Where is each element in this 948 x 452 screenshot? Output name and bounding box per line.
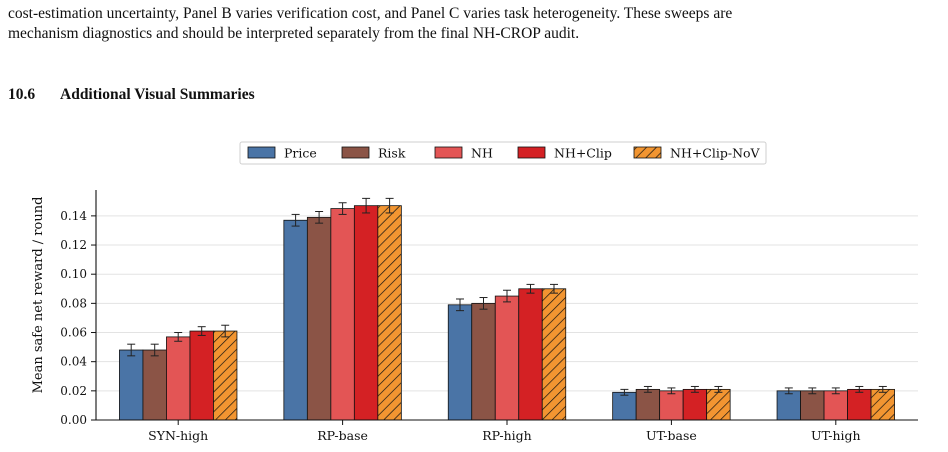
bar	[189, 330, 214, 421]
section-title: Additional Visual Summaries	[60, 86, 255, 103]
y-tick-label: 0.08	[60, 296, 87, 310]
intro-line: cost-estimation uncertainty, Panel B var…	[8, 5, 733, 22]
y-tick-label: 0.12	[60, 238, 87, 252]
legend-swatch-hatch	[634, 147, 661, 158]
bar	[447, 304, 473, 421]
bar	[518, 288, 543, 421]
bar	[776, 390, 801, 421]
legend-label: NH+Clip-NoV	[670, 146, 761, 161]
bar	[659, 390, 684, 421]
bar	[306, 216, 332, 421]
legend-label: NH+Clip	[554, 146, 612, 161]
bar	[119, 349, 144, 421]
legend-label: Risk	[378, 146, 406, 161]
bar-series	[119, 197, 895, 421]
bar	[283, 219, 308, 421]
y-tick-label: 0.06	[60, 326, 87, 340]
chart-axes: 0.00 0.02 0.04 0.06 0.08 0.10 0.12 0.14 SYN-high…	[60, 190, 918, 443]
x-tick-label: SYN-high	[148, 428, 208, 443]
bar-hatch	[542, 288, 566, 420]
bar	[353, 205, 379, 421]
x-tick-label: RP-high	[482, 428, 531, 443]
bar	[142, 349, 167, 421]
intro-line: mechanism diagnostics and should be inte…	[8, 25, 580, 42]
y-tick-label: 0.02	[60, 384, 87, 398]
x-tick-label: UT-high	[811, 428, 861, 443]
bar	[682, 388, 708, 421]
bar	[635, 388, 661, 421]
bar	[847, 388, 872, 421]
bar-hatch	[213, 331, 237, 420]
legend-swatch	[341, 146, 370, 159]
legend-label: NH	[471, 146, 493, 161]
intro-paragraph: cost-estimation uncertainty, Panel B var…	[8, 4, 944, 44]
y-axis-label: Mean safe net reward / round	[31, 197, 46, 394]
section-heading: 10.6 Additional Visual Summaries	[8, 86, 255, 104]
legend-swatch	[434, 146, 463, 159]
bar	[612, 391, 637, 421]
bar	[166, 336, 191, 421]
chart-legend: Price Risk NH NH+Clip NH+Clip-NoV	[239, 141, 767, 165]
bar-chart: Price Risk NH NH+Clip NH+Clip-NoV 0.000.020.…	[31, 141, 918, 443]
section-number: 10.6	[8, 86, 36, 103]
bar	[800, 390, 825, 421]
bar-hatch	[871, 389, 895, 420]
bar-hatch	[706, 389, 731, 420]
bar	[823, 390, 848, 421]
legend-swatch	[517, 146, 546, 159]
legend-label: Price	[284, 146, 317, 161]
y-tick-label: 0.04	[60, 355, 87, 369]
bar	[494, 295, 520, 421]
y-tick-label: 0.14	[60, 209, 87, 223]
y-tick-label: 0.10	[60, 267, 87, 281]
x-tick-label: UT-base	[646, 428, 697, 443]
bar	[471, 302, 496, 421]
bar	[330, 208, 355, 421]
bar-hatch	[377, 205, 402, 420]
y-tick-label: 0.00	[60, 413, 87, 427]
legend-swatch	[247, 146, 276, 159]
x-tick-label: RP-base	[317, 428, 368, 443]
